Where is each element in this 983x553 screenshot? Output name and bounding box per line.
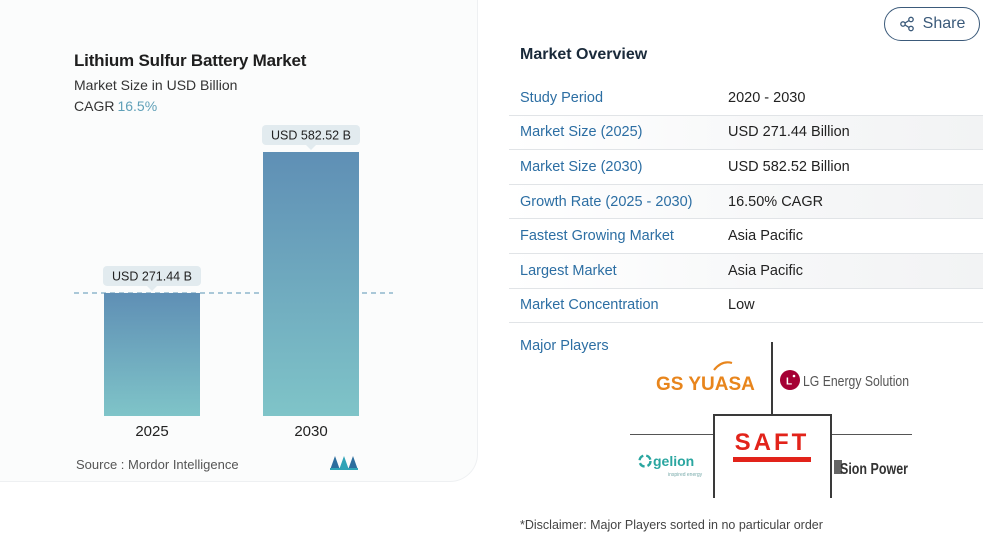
chart-source: Source : Mordor Intelligence xyxy=(76,457,239,472)
grid-divider xyxy=(830,434,912,435)
lg-logo-text: LG Energy Solution xyxy=(803,373,909,390)
overview-row-fastest-growing: Fastest Growing Market Asia Pacific xyxy=(509,219,983,254)
gs-yuasa-gs: GS YUASA xyxy=(656,374,755,395)
sion-power-text: Sion Power xyxy=(840,461,908,478)
chart-card xyxy=(0,0,478,482)
cagr-label: CAGR xyxy=(74,98,115,114)
mordor-logo-icon xyxy=(330,456,358,470)
chart-subtitle: Market Size in USD Billion xyxy=(74,77,238,93)
overview-row-concentration: Market Concentration Low xyxy=(509,289,983,324)
overview-value: USD 582.52 Billion xyxy=(728,158,850,175)
gelion-logo-text: gelion xyxy=(653,453,694,469)
saft-logo-icon: SAFT xyxy=(733,430,811,462)
overview-label[interactable]: Market Concentration xyxy=(520,297,659,314)
bar-2025 xyxy=(104,292,200,416)
overview-label[interactable]: Largest Market xyxy=(520,262,617,279)
overview-value: Asia Pacific xyxy=(728,262,803,279)
saft-logo-text: SAFT xyxy=(735,430,810,456)
data-label-bg xyxy=(262,125,360,145)
overview-value: Low xyxy=(728,297,755,314)
cagr-text: CAGR 16.5% xyxy=(74,98,157,114)
share-button[interactable]: Share xyxy=(884,7,980,41)
share-icon xyxy=(899,16,914,32)
overview-label[interactable]: Growth Rate (2025 - 2030) xyxy=(520,193,693,210)
bar-chart: USD 271.44 B 2025 USD 582.52 B 2030 xyxy=(74,125,393,440)
saft-logo[interactable]: SAFT xyxy=(720,426,824,474)
overview-row-largest-market: Largest Market Asia Pacific xyxy=(509,253,983,289)
major-players-grid: GS YUASA L LG Energy Solution gelion ins… xyxy=(630,342,912,498)
data-label-pointer xyxy=(306,145,316,150)
grid-divider xyxy=(713,414,715,498)
data-label: USD 271.44 B xyxy=(112,269,192,283)
gs-yuasa-logo[interactable]: GS YUASA xyxy=(648,356,760,400)
disclaimer: *Disclaimer: Major Players sorted in no … xyxy=(520,518,823,532)
overview-value: Asia Pacific xyxy=(728,228,803,245)
overview-row-market-size-2030: Market Size (2030) USD 582.52 Billion xyxy=(509,150,983,185)
grid-divider xyxy=(630,434,714,435)
bar-2030 xyxy=(263,152,359,416)
data-label: USD 582.52 B xyxy=(271,129,351,143)
gelion-tagline: inspired energy xyxy=(668,472,703,478)
overview-label[interactable]: Market Size (2025) xyxy=(520,124,643,141)
major-players-label: Major Players xyxy=(520,338,609,354)
overview-label[interactable]: Market Size (2030) xyxy=(520,158,643,175)
overview-value: USD 271.44 Billion xyxy=(728,124,850,141)
x-tick-label: 2025 xyxy=(135,423,168,440)
overview-row-growth-rate: Growth Rate (2025 - 2030) 16.50% CAGR xyxy=(509,184,983,220)
sion-power-logo-icon: Sion Power xyxy=(834,460,908,478)
overview-row-market-size-2025: Market Size (2025) USD 271.44 Billion xyxy=(509,115,983,151)
cagr-value: 16.5% xyxy=(117,98,158,114)
data-label-bg xyxy=(103,265,201,286)
gs-yuasa-logo-icon: GS YUASA xyxy=(656,361,755,395)
lg-logo-icon: L LG Energy Solution xyxy=(780,370,909,390)
overview-label[interactable]: Study Period xyxy=(520,89,604,106)
grid-divider xyxy=(830,414,832,498)
gelion-logo-icon: gelion inspired energy xyxy=(638,453,703,478)
lg-energy-solution-logo[interactable]: L LG Energy Solution xyxy=(776,360,912,400)
grid-divider xyxy=(713,414,831,416)
x-tick-label: 2030 xyxy=(294,423,327,440)
overview-table: Study Period 2020 - 2030 Market Size (20… xyxy=(509,81,983,324)
overview-label[interactable]: Fastest Growing Market xyxy=(520,228,674,245)
overview-value: 16.50% CAGR xyxy=(728,193,824,210)
grid-divider xyxy=(771,342,773,414)
chart-title: Lithium Sulfur Battery Market xyxy=(74,51,307,70)
share-label: Share xyxy=(922,15,966,32)
sion-power-logo[interactable]: Sion Power xyxy=(834,450,910,484)
gelion-logo[interactable]: gelion inspired energy xyxy=(634,442,710,486)
overview-title: Market Overview xyxy=(520,46,648,63)
overview-value: 2020 - 2030 xyxy=(728,89,806,106)
data-label-pointer xyxy=(147,285,157,291)
overview-row-study-period: Study Period 2020 - 2030 xyxy=(509,81,983,116)
svg-text:L: L xyxy=(786,377,792,388)
